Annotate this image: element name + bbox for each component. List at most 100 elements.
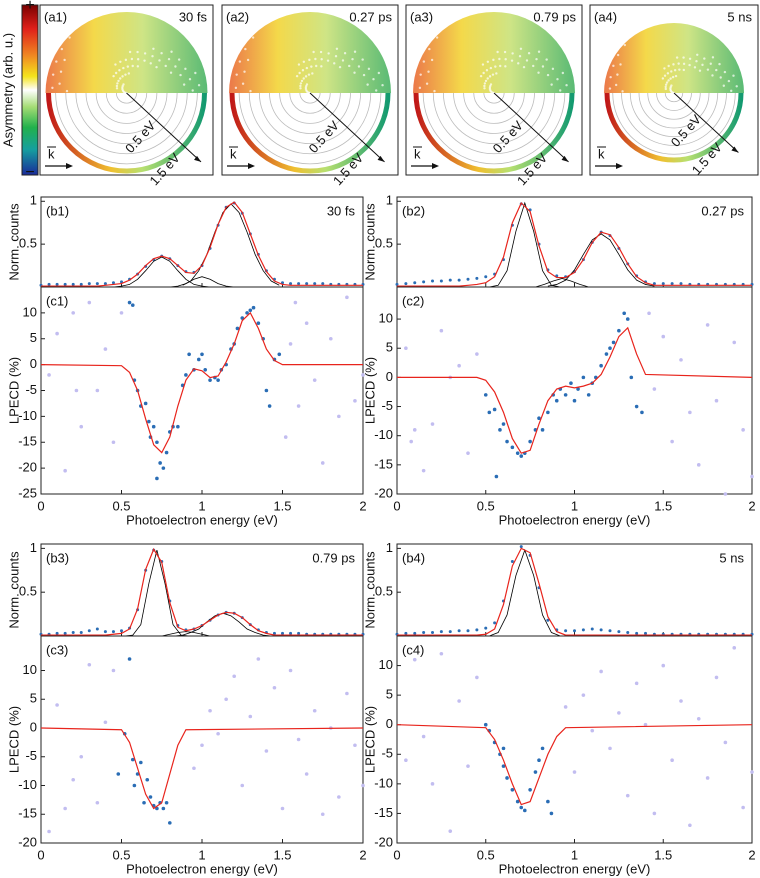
y-tick-label: -5 xyxy=(381,398,393,413)
speckle xyxy=(246,58,250,62)
data-point xyxy=(216,378,220,382)
data-point xyxy=(421,468,426,473)
x-tick-label: 1 xyxy=(198,847,205,862)
speckle xyxy=(682,62,686,66)
speckle xyxy=(115,84,119,88)
energy-arrow xyxy=(673,92,739,153)
y-tick-label: 10 xyxy=(379,657,393,672)
data-point xyxy=(466,629,470,633)
speckle xyxy=(51,73,55,76)
y-tick-label: -20 xyxy=(374,834,393,849)
y-tick-label: -5 xyxy=(25,748,37,763)
speckle xyxy=(112,74,115,78)
speckle xyxy=(545,58,548,61)
y-tick-label: -15 xyxy=(18,806,37,821)
speckle xyxy=(60,47,64,51)
data-point xyxy=(647,311,651,316)
data-point xyxy=(422,280,426,284)
speckle xyxy=(418,86,422,90)
data-point xyxy=(103,282,107,286)
data-point xyxy=(127,657,132,661)
speckle xyxy=(151,55,154,58)
data-point xyxy=(475,276,479,280)
data-point xyxy=(670,282,674,286)
data-point xyxy=(55,331,59,336)
data-point xyxy=(652,282,656,286)
speckle xyxy=(59,70,63,73)
image-panel: (a3) 0.79 ps0.5 eV1.5 eVk xyxy=(405,4,583,188)
speckle xyxy=(614,83,618,87)
speckle xyxy=(494,65,497,68)
x-tick-label: 1.5 xyxy=(654,498,672,513)
speckle xyxy=(304,86,308,90)
data-point xyxy=(119,311,124,315)
ring-line xyxy=(115,92,138,104)
data-point xyxy=(741,805,745,810)
panel: -20 -15 -10 -5 0 5 10 0 0.5 1 1.5 2 LPECD (%) Photoel… xyxy=(362,635,756,876)
speckle xyxy=(435,36,439,39)
data-point xyxy=(569,381,573,386)
speckle xyxy=(114,63,117,66)
data-point xyxy=(599,363,603,368)
speckle xyxy=(483,87,486,90)
data-point xyxy=(505,776,509,780)
data-point xyxy=(439,279,443,283)
data-point xyxy=(439,651,444,656)
data-point xyxy=(304,321,309,326)
ring-line xyxy=(258,92,362,144)
x-tick-label: 0 xyxy=(393,847,400,862)
speckle xyxy=(666,72,670,75)
speckle xyxy=(484,79,488,83)
speckle xyxy=(353,71,356,74)
data-point xyxy=(732,646,737,650)
data-point xyxy=(634,681,639,686)
speckle xyxy=(312,50,315,54)
data-point xyxy=(353,743,357,748)
data-point xyxy=(475,352,479,356)
data-point xyxy=(208,378,212,382)
data-point xyxy=(404,631,408,635)
y-axis-label: Norm. counts xyxy=(6,551,21,629)
speckle xyxy=(517,62,520,65)
data-point xyxy=(501,764,506,768)
speckle xyxy=(503,50,507,54)
data-point xyxy=(208,708,212,713)
speckle xyxy=(682,56,685,59)
image-time: 5 ns xyxy=(727,9,752,24)
speckle xyxy=(488,85,492,88)
speckle xyxy=(169,71,173,74)
x-tick-label: 0.5 xyxy=(112,847,130,862)
speckle xyxy=(667,79,670,82)
speckle xyxy=(663,74,667,77)
data-point xyxy=(714,398,719,403)
ring-line xyxy=(483,92,505,104)
data-point xyxy=(457,629,461,633)
speckle xyxy=(671,75,675,79)
outer-ring xyxy=(46,92,207,174)
data-point xyxy=(466,451,470,455)
data-point xyxy=(404,282,408,286)
speckle xyxy=(486,77,489,80)
speckle xyxy=(311,72,314,75)
speckle xyxy=(486,60,490,63)
data-point xyxy=(732,340,737,345)
x-axis-label: Photoelectron energy (eV) xyxy=(499,512,651,527)
plot-frame xyxy=(396,635,753,844)
curve xyxy=(397,201,752,287)
data-point xyxy=(515,799,520,804)
speckle xyxy=(238,60,242,63)
speckle xyxy=(307,73,311,76)
speckle xyxy=(499,64,502,68)
speckle xyxy=(366,83,369,86)
data-point xyxy=(63,468,67,473)
speckle xyxy=(730,89,733,93)
data-point xyxy=(168,821,172,825)
data-point xyxy=(634,404,639,409)
speckle xyxy=(522,65,526,69)
y-tick-label: 0.5 xyxy=(375,584,393,599)
x-tick-label: 1.5 xyxy=(654,847,672,862)
speckle xyxy=(550,83,553,86)
speckle xyxy=(314,57,317,61)
speckle xyxy=(63,58,66,62)
speckle xyxy=(485,69,489,72)
